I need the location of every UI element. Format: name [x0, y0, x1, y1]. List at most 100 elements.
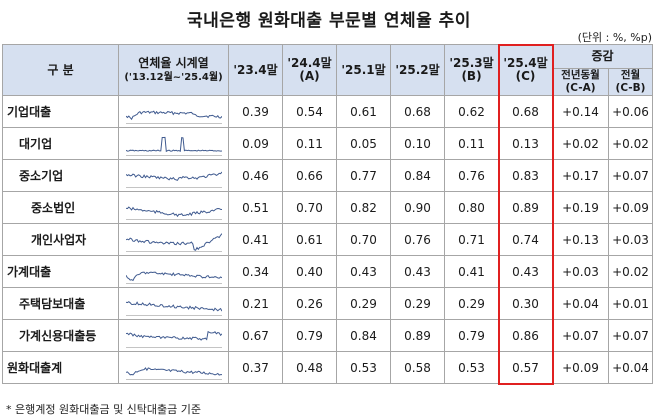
table-row: 가계대출 0.34 0.40 0.43 0.43 0.41 0.43 +0.03 +0.02: [2, 255, 653, 288]
sparkline-path: [125, 110, 222, 120]
change-mom-cell: +0.07: [608, 319, 653, 352]
value-cell: 0.30: [498, 287, 553, 320]
sparkline-path: [125, 205, 222, 217]
value-cell: 0.09: [228, 127, 283, 160]
value-cell: 0.29: [390, 287, 445, 320]
sparkline-credit: [118, 319, 229, 352]
sparkline-path: [125, 171, 222, 181]
value-cell: 0.11: [444, 127, 499, 160]
value-cell: 0.84: [336, 319, 391, 352]
sparkline-smecorp: [118, 191, 229, 224]
sparkline-path: [125, 330, 222, 341]
header-category: 구 분: [2, 44, 119, 96]
row-label: 기업대출: [2, 95, 119, 128]
value-cell: 0.43: [498, 255, 553, 288]
sparkline-total: [118, 351, 229, 384]
row-label: 개인사업자: [2, 223, 119, 256]
sparkline-chart: [125, 271, 222, 284]
value-cell: 0.11: [282, 127, 337, 160]
value-cell: 0.76: [444, 159, 499, 192]
table-row: 대기업 0.09 0.11 0.05 0.10 0.11 0.13 +0.02 +0.02: [2, 127, 653, 160]
change-yoy-cell: +0.19: [552, 191, 609, 224]
header-series: 연체율 시계열 ('13.12월~'25.4월): [118, 44, 229, 96]
sparkline-corp: [118, 95, 229, 128]
value-cell: 0.34: [228, 255, 283, 288]
change-mom-cell: +0.07: [608, 159, 653, 192]
sparkline-chart: [125, 110, 222, 124]
value-cell: 0.70: [282, 191, 337, 224]
value-cell: 0.37: [228, 351, 283, 384]
table-row: 개인사업자 0.41 0.61 0.70 0.76 0.71 0.74 +0.13 +0.03: [2, 223, 653, 256]
change-mom-cell: +0.03: [608, 223, 653, 256]
change-yoy-cell: +0.17: [552, 159, 609, 192]
value-cell: 0.61: [282, 223, 337, 256]
value-cell: 0.82: [336, 191, 391, 224]
value-cell: 0.29: [444, 287, 499, 320]
value-cell: 0.79: [444, 319, 499, 352]
value-cell: 0.43: [390, 255, 445, 288]
value-cell: 0.21: [228, 287, 283, 320]
value-cell: 0.39: [228, 95, 283, 128]
value-cell: 0.83: [498, 159, 553, 192]
header-period-5: '25.4말 (C): [498, 44, 553, 96]
change-yoy-cell: +0.13: [552, 223, 609, 256]
value-cell: 0.29: [336, 287, 391, 320]
change-mom-cell: +0.04: [608, 351, 653, 384]
value-cell: 0.66: [282, 159, 337, 192]
value-cell: 0.05: [336, 127, 391, 160]
value-cell: 0.41: [444, 255, 499, 288]
sparkline-mortgage: [118, 287, 229, 320]
value-cell: 0.86: [498, 319, 553, 352]
sparkline-indiv: [118, 223, 229, 256]
change-yoy-cell: +0.07: [552, 319, 609, 352]
value-cell: 0.62: [444, 95, 499, 128]
value-cell: 0.61: [336, 95, 391, 128]
value-cell: 0.76: [390, 223, 445, 256]
value-cell: 0.90: [390, 191, 445, 224]
table-row: 가계신용대출등 0.67 0.79 0.84 0.89 0.79 0.86 +0.07 +0.0…: [2, 319, 653, 352]
row-label: 주택담보대출: [2, 287, 119, 320]
header-series-range: ('13.12월~'25.4월): [124, 71, 223, 83]
table-row: 원화대출계 0.37 0.48 0.53 0.58 0.53 0.57 +0.09 +0.04: [2, 351, 653, 384]
sparkline-path: [125, 232, 222, 251]
header-period-2: '25.1말: [336, 44, 391, 96]
sparkline-chart: [125, 205, 222, 220]
value-cell: 0.13: [498, 127, 553, 160]
value-cell: 0.46: [228, 159, 283, 192]
change-yoy-cell: +0.02: [552, 127, 609, 160]
change-yoy-cell: +0.04: [552, 287, 609, 320]
row-label: 원화대출계: [2, 351, 119, 384]
value-cell: 0.54: [282, 95, 337, 128]
change-yoy-cell: +0.09: [552, 351, 609, 384]
sparkline-sme: [118, 159, 229, 192]
change-mom-cell: +0.09: [608, 191, 653, 224]
value-cell: 0.68: [498, 95, 553, 128]
change-yoy-cell: +0.14: [552, 95, 609, 128]
header-period-0: '23.4말: [228, 44, 283, 96]
table-row: 중소법인 0.51 0.70 0.82 0.90 0.80 0.89 +0.19 +0.09: [2, 191, 653, 224]
value-cell: 0.67: [228, 319, 283, 352]
row-label: 중소법인: [2, 191, 119, 224]
header-change: 증감: [552, 44, 653, 69]
delinquency-table: 구 분 연체율 시계열 ('13.12월~'25.4월) '23.4말 '24.…: [2, 44, 653, 384]
table-row: 기업대출 0.39 0.54 0.61 0.68 0.62 0.68 +0.14 +0.06: [2, 95, 653, 128]
value-cell: 0.26: [282, 287, 337, 320]
value-cell: 0.89: [498, 191, 553, 224]
row-label: 중소기업: [2, 159, 119, 192]
header-change-mom: 전월 (C-B): [608, 68, 653, 96]
value-cell: 0.70: [336, 223, 391, 256]
change-yoy-cell: +0.03: [552, 255, 609, 288]
value-cell: 0.77: [336, 159, 391, 192]
change-mom-cell: +0.01: [608, 287, 653, 320]
value-cell: 0.40: [282, 255, 337, 288]
sparkline-chart: [125, 232, 222, 252]
header-series-label: 연체율 시계열: [138, 55, 209, 70]
sparkline-large: [118, 127, 229, 160]
change-mom-cell: +0.02: [608, 255, 653, 288]
sparkline-chart: [125, 171, 222, 188]
value-cell: 0.57: [498, 351, 553, 384]
value-cell: 0.41: [228, 223, 283, 256]
table-row: 주택담보대출 0.21 0.26 0.29 0.29 0.29 0.30 +0.04 +0.01: [2, 287, 653, 320]
table-row: 중소기업 0.46 0.66 0.77 0.84 0.76 0.83 +0.17 +0.07: [2, 159, 653, 192]
sparkline-path: [125, 136, 222, 152]
